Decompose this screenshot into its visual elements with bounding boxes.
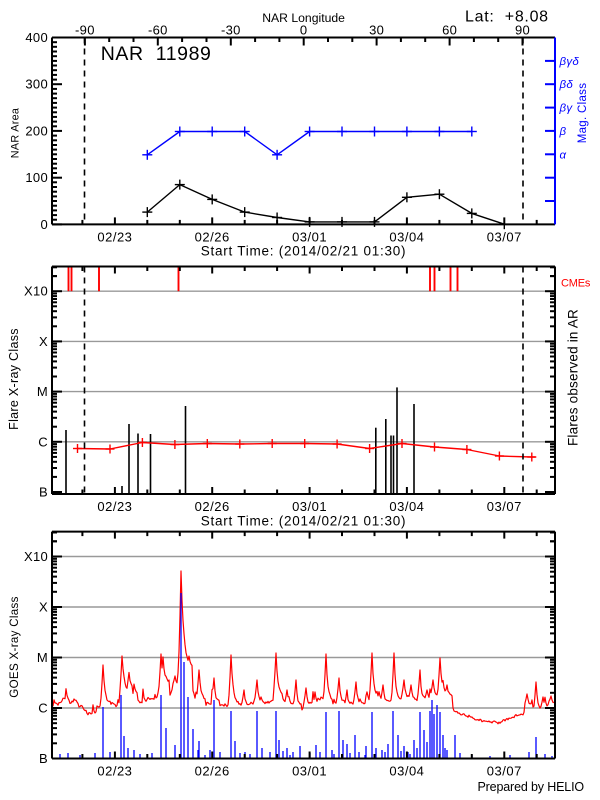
svg-text:03/04: 03/04 xyxy=(389,764,424,779)
svg-text:β: β xyxy=(559,126,567,138)
svg-text:Lat: +8.08: Lat: +8.08 xyxy=(465,9,549,26)
svg-text:B: B xyxy=(39,485,48,500)
svg-text:Mag. Class: Mag. Class xyxy=(577,83,589,144)
svg-text:200: 200 xyxy=(25,123,48,138)
svg-text:NAR Longitude: NAR Longitude xyxy=(262,11,345,25)
svg-text:02/23: 02/23 xyxy=(97,499,132,514)
svg-text:03/01: 03/01 xyxy=(292,499,327,514)
svg-text:0: 0 xyxy=(40,217,48,232)
svg-text:X10: X10 xyxy=(24,549,48,564)
svg-text:0: 0 xyxy=(300,22,308,37)
svg-text:03/01: 03/01 xyxy=(292,230,327,245)
svg-text:NAR 11989: NAR 11989 xyxy=(101,43,212,65)
svg-text:Start Time: (2014/02/21 01:30): Start Time: (2014/02/21 01:30) xyxy=(201,513,407,528)
svg-text:Start Time: (2014/02/21 01:30): Start Time: (2014/02/21 01:30) xyxy=(201,244,407,259)
svg-text:30: 30 xyxy=(369,22,384,37)
svg-text:α: α xyxy=(560,149,567,161)
svg-text:M: M xyxy=(37,650,48,665)
svg-text:βγδ: βγδ xyxy=(559,56,580,68)
svg-text:Prepared by HELIO: Prepared by HELIO xyxy=(477,780,584,794)
svg-text:100: 100 xyxy=(25,170,48,185)
svg-text:400: 400 xyxy=(25,30,48,45)
svg-text:βδ: βδ xyxy=(559,79,574,91)
svg-text:C: C xyxy=(38,701,48,716)
svg-text:X10: X10 xyxy=(24,284,48,299)
svg-text:Flare X-ray Class: Flare X-ray Class xyxy=(7,328,21,430)
svg-text:03/07: 03/07 xyxy=(487,499,522,514)
svg-text:GOES X-ray Class: GOES X-ray Class xyxy=(8,596,21,697)
svg-text:NAR Area: NAR Area xyxy=(10,108,22,158)
svg-text:60: 60 xyxy=(442,22,457,37)
svg-text:03/07: 03/07 xyxy=(487,230,522,245)
svg-text:Flares observed in AR: Flares observed in AR xyxy=(566,309,581,446)
svg-text:02/23: 02/23 xyxy=(97,230,132,245)
svg-text:C: C xyxy=(38,434,48,449)
svg-text:CMEs: CMEs xyxy=(561,278,591,290)
svg-text:03/04: 03/04 xyxy=(389,230,424,245)
svg-text:B: B xyxy=(39,751,48,766)
svg-text:02/26: 02/26 xyxy=(195,230,230,245)
svg-text:X: X xyxy=(39,334,48,349)
svg-text:02/23: 02/23 xyxy=(97,764,132,779)
svg-text:03/01: 03/01 xyxy=(292,764,327,779)
svg-text:90: 90 xyxy=(515,22,530,37)
svg-text:-60: -60 xyxy=(148,22,168,37)
svg-text:02/26: 02/26 xyxy=(195,499,230,514)
svg-text:-90: -90 xyxy=(75,22,95,37)
svg-text:X: X xyxy=(39,600,48,615)
svg-text:M: M xyxy=(37,384,48,399)
svg-text:03/04: 03/04 xyxy=(389,499,424,514)
svg-text:300: 300 xyxy=(25,77,48,92)
svg-text:-30: -30 xyxy=(221,22,241,37)
svg-text:βγ: βγ xyxy=(559,103,574,115)
svg-text:02/26: 02/26 xyxy=(195,764,230,779)
svg-text:03/07: 03/07 xyxy=(487,764,522,779)
